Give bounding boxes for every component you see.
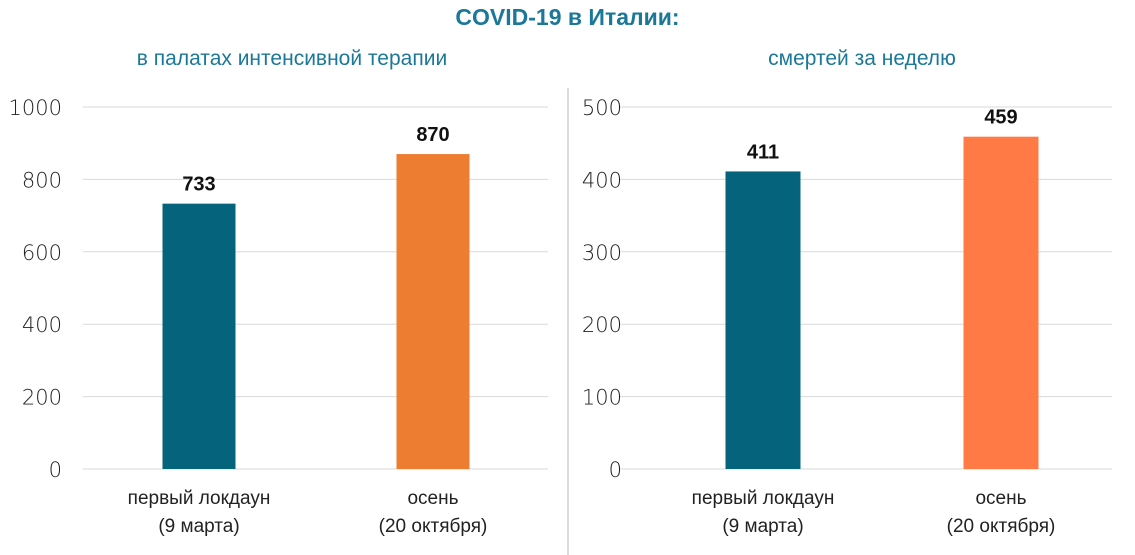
bar bbox=[162, 203, 236, 470]
y-tick-label: 200 bbox=[22, 386, 62, 410]
x-tick-label: первый локдаун bbox=[692, 488, 835, 509]
data-label: 459 bbox=[984, 107, 1017, 129]
x-tick-label: первый локдаун bbox=[128, 488, 271, 509]
x-tick-label: (9 марта) bbox=[158, 516, 239, 537]
chart-title: смертей за неделю bbox=[768, 47, 956, 70]
y-tick-label: 400 bbox=[22, 313, 62, 337]
y-tick-label: 800 bbox=[22, 168, 62, 192]
y-tick-label: 300 bbox=[582, 241, 622, 265]
data-label: 411 bbox=[747, 141, 779, 163]
chart-title: в палатах интенсивной терапии bbox=[137, 47, 447, 70]
bar bbox=[725, 171, 801, 469]
y-tick-label: 100 bbox=[582, 386, 622, 410]
y-tick-label: 500 bbox=[582, 96, 622, 120]
y-tick-label: 1000 bbox=[9, 96, 62, 120]
x-tick-label: осень bbox=[975, 488, 1026, 509]
y-tick-label: 400 bbox=[582, 168, 622, 192]
y-tick-label: 200 bbox=[582, 313, 622, 337]
bar bbox=[963, 136, 1039, 469]
y-tick-label: 0 bbox=[49, 458, 62, 482]
data-label: 870 bbox=[416, 124, 449, 146]
main-title: COVID-19 в Италии: bbox=[455, 4, 680, 30]
x-tick-label: (9 марта) bbox=[722, 516, 803, 537]
bar bbox=[396, 154, 470, 469]
y-tick-label: 600 bbox=[22, 241, 62, 265]
data-label: 733 bbox=[182, 174, 215, 196]
x-tick-label: (20 октября) bbox=[379, 516, 488, 537]
y-tick-label: 0 bbox=[609, 458, 622, 482]
x-tick-label: осень bbox=[407, 488, 458, 509]
x-tick-label: (20 октября) bbox=[947, 516, 1056, 537]
